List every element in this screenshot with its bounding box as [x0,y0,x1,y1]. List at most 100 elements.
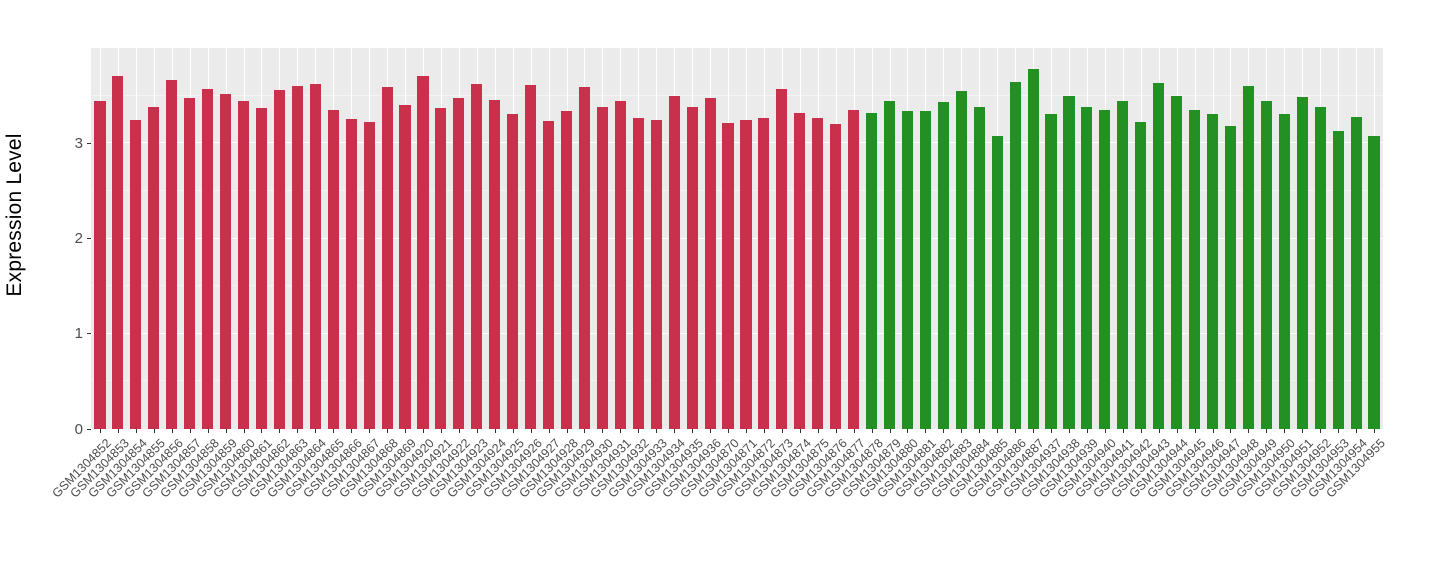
plot-panel [91,48,1383,429]
bar[interactable] [1350,116,1362,429]
bar[interactable] [704,97,716,429]
bar[interactable] [291,86,303,429]
bar[interactable] [1189,109,1201,429]
y-axis-tick-1: 1 [74,325,91,343]
bar[interactable] [830,124,842,429]
bar[interactable] [1135,122,1147,429]
bar[interactable] [94,101,106,429]
bar[interactable] [1063,95,1075,429]
x-axis-tick-mark [351,429,352,433]
bar[interactable] [1099,109,1111,429]
bar[interactable] [883,101,896,429]
bar[interactable] [668,95,680,429]
bar[interactable] [237,101,250,429]
bar[interactable] [543,121,555,429]
bar[interactable] [327,109,339,429]
bar[interactable] [686,107,698,429]
x-axis-tick-mark [1195,429,1196,433]
bar[interactable] [740,120,752,429]
bar[interactable] [1332,130,1344,429]
bar[interactable] [919,110,931,429]
bar[interactable] [632,117,644,429]
bar[interactable] [991,135,1003,429]
bar[interactable] [184,98,196,429]
x-axis-tick-mark [854,429,855,433]
x-axis-tick-mark [961,429,962,433]
x-axis-tick-mark [1284,429,1285,433]
x-axis-tick-mark [602,429,603,433]
y-axis-tick-3: 3 [74,134,91,152]
bar[interactable] [758,117,770,429]
bar[interactable] [1153,83,1165,429]
bar[interactable] [1117,101,1129,429]
bar[interactable] [1242,86,1254,429]
bar[interactable] [578,87,591,429]
bar[interactable] [955,90,967,429]
bar[interactable] [130,120,142,429]
bar[interactable] [596,107,608,429]
bar[interactable] [489,100,501,429]
bar[interactable] [901,110,914,429]
bar[interactable] [1081,107,1093,429]
x-axis-tick-mark [369,429,370,433]
x-axis-tick-mark [1356,429,1357,433]
bar[interactable] [1027,68,1039,429]
bar[interactable] [525,85,537,429]
bar[interactable] [812,117,824,429]
bar[interactable] [309,84,321,429]
bar[interactable] [614,101,626,429]
bar[interactable] [866,112,878,429]
bar[interactable] [937,102,949,429]
bar[interactable] [1296,96,1308,429]
bar[interactable] [1045,113,1057,429]
gridline-minor-horizontal [91,94,1383,96]
y-axis-tick-label: 3 [74,134,83,152]
x-axis-tick-mark [387,429,388,433]
y-axis-tick-label: 1 [74,325,83,343]
bar[interactable] [273,89,285,429]
bar[interactable] [1206,113,1219,429]
bar[interactable] [973,107,985,429]
x-axis-tick-mark [1051,429,1052,433]
x-axis-tick-mark [1069,429,1070,433]
gridline-major-horizontal [91,142,1383,144]
bar[interactable] [848,109,860,429]
y-axis-tick-mark [87,142,91,144]
x-axis-tick-mark [567,429,568,433]
bar[interactable] [1260,101,1272,429]
bar[interactable] [453,98,465,429]
bar[interactable] [1368,135,1380,429]
bar[interactable] [471,84,483,429]
x-axis-tick-mark [261,429,262,433]
bar[interactable] [255,108,268,429]
bar[interactable] [435,108,447,429]
bar[interactable] [1171,95,1183,429]
bar[interactable] [794,112,806,429]
x-axis-tick-mark [1015,429,1016,433]
x-axis-tick-mark [1123,429,1124,433]
x-axis-tick-mark [907,429,908,433]
bar[interactable] [363,122,375,429]
bar[interactable] [507,113,519,429]
bar[interactable] [345,118,357,429]
x-axis-tick-mark [584,429,585,433]
bar[interactable] [220,93,232,429]
bar[interactable] [417,75,429,429]
x-axis-tick-mark [782,429,783,433]
bar[interactable] [202,88,214,429]
bar[interactable] [166,80,178,429]
bar[interactable] [1278,113,1290,429]
bar[interactable] [399,105,411,429]
bar[interactable] [112,75,124,429]
bar[interactable] [1314,107,1326,429]
bar[interactable] [722,123,734,429]
bar[interactable] [381,87,393,429]
bar[interactable] [650,120,662,429]
x-axis-tick-mark [692,429,693,433]
bar[interactable] [1224,126,1237,429]
bar[interactable] [560,110,573,429]
bar[interactable] [776,88,788,429]
bar[interactable] [148,107,160,429]
bar[interactable] [1009,82,1021,429]
x-axis-tick-mark [943,429,944,433]
